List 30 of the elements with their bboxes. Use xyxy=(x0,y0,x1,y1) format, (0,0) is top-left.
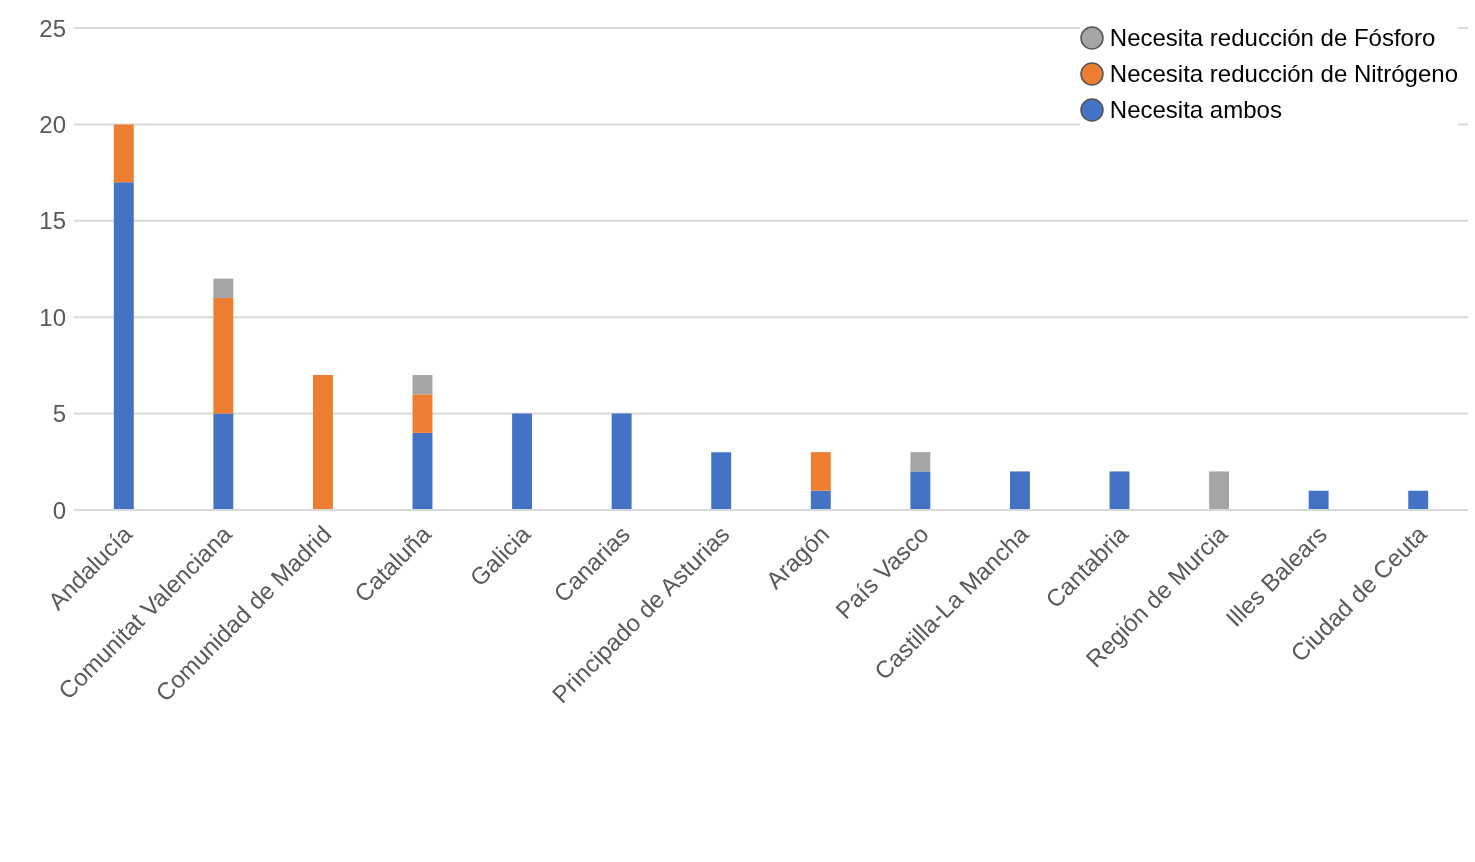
legend-label: Necesita reducción de Fósforo xyxy=(1109,23,1436,53)
bar xyxy=(312,375,333,510)
y-tick-label: 15 xyxy=(39,207,66,235)
bar xyxy=(1408,490,1429,510)
bar xyxy=(412,432,433,510)
bar xyxy=(910,452,931,472)
bar xyxy=(213,413,234,510)
y-tick-label: 25 xyxy=(39,14,66,42)
bar xyxy=(213,278,234,298)
bar xyxy=(412,375,433,395)
bar xyxy=(810,490,831,510)
legend-label: Necesita ambos xyxy=(1109,95,1282,125)
bar xyxy=(910,471,931,510)
bar xyxy=(810,452,831,491)
legend-label: Necesita reducción de Nitrógeno xyxy=(1109,59,1458,89)
bar xyxy=(1009,471,1030,510)
bar xyxy=(412,394,433,433)
bar xyxy=(512,413,533,510)
y-tick-label: 20 xyxy=(39,110,66,138)
bar xyxy=(113,182,134,510)
y-tick-label: 10 xyxy=(39,303,66,331)
bar xyxy=(1209,471,1230,510)
y-tick-label: 0 xyxy=(52,496,66,524)
bar xyxy=(213,297,234,414)
bar xyxy=(113,124,134,183)
y-tick-label: 5 xyxy=(52,400,66,428)
bar xyxy=(1308,490,1329,510)
bar xyxy=(611,413,632,510)
bar xyxy=(1109,471,1130,510)
bar xyxy=(711,452,732,510)
